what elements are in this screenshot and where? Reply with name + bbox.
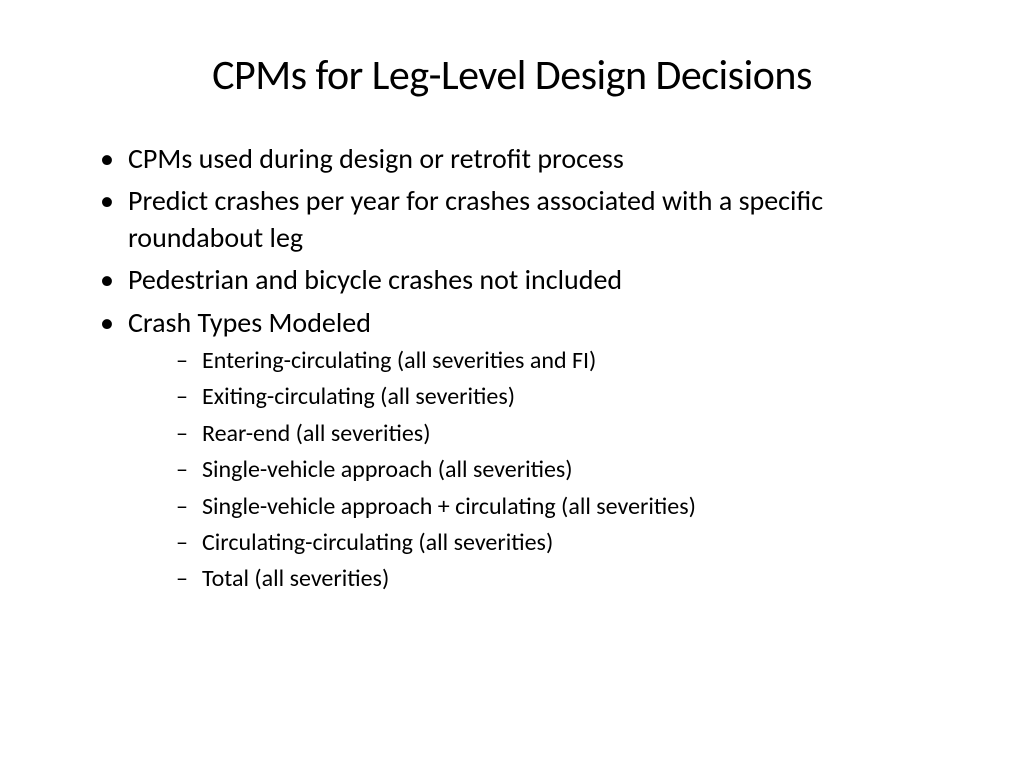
sub-bullet-text: Circulating-circulating (all severities) bbox=[202, 528, 553, 557]
sub-bullet-item: Circulating-circulating (all severities) bbox=[176, 527, 954, 559]
bullet-list: CPMs used during design or retrofit proc… bbox=[70, 141, 954, 596]
sub-bullet-text: Total (all severities) bbox=[202, 564, 389, 593]
bullet-text: Pedestrian and bicycle crashes not inclu… bbox=[128, 262, 622, 297]
bullet-text: Crash Types Modeled bbox=[128, 305, 371, 340]
sub-bullet-text: Single-vehicle approach + circulating (a… bbox=[202, 492, 696, 521]
sub-bullet-item: Rear-end (all severities) bbox=[176, 418, 954, 450]
sub-bullet-text: Exiting-circulating (all severities) bbox=[202, 382, 515, 411]
bullet-item: Predict crashes per year for crashes ass… bbox=[100, 183, 954, 256]
sub-bullet-item: Single-vehicle approach (all severities) bbox=[176, 454, 954, 486]
sub-bullet-text: Entering-circulating (all severities and… bbox=[202, 346, 596, 375]
sub-bullet-item: Exiting-circulating (all severities) bbox=[176, 381, 954, 413]
sub-bullet-item: Total (all severities) bbox=[176, 563, 954, 595]
slide-title: CPMs for Leg-Level Design Decisions bbox=[70, 50, 954, 101]
bullet-item: CPMs used during design or retrofit proc… bbox=[100, 141, 954, 177]
bullet-text: Predict crashes per year for crashes ass… bbox=[128, 183, 823, 254]
sub-bullet-text: Rear-end (all severities) bbox=[202, 419, 430, 448]
sub-bullet-item: Single-vehicle approach + circulating (a… bbox=[176, 491, 954, 523]
sub-bullet-text: Single-vehicle approach (all severities) bbox=[202, 455, 573, 484]
sub-bullet-list: Entering-circulating (all severities and… bbox=[128, 345, 954, 596]
bullet-item: Pedestrian and bicycle crashes not inclu… bbox=[100, 262, 954, 298]
bullet-text: CPMs used during design or retrofit proc… bbox=[128, 141, 624, 176]
bullet-item: Crash Types Modeled Entering-circulating… bbox=[100, 305, 954, 596]
sub-bullet-item: Entering-circulating (all severities and… bbox=[176, 345, 954, 377]
